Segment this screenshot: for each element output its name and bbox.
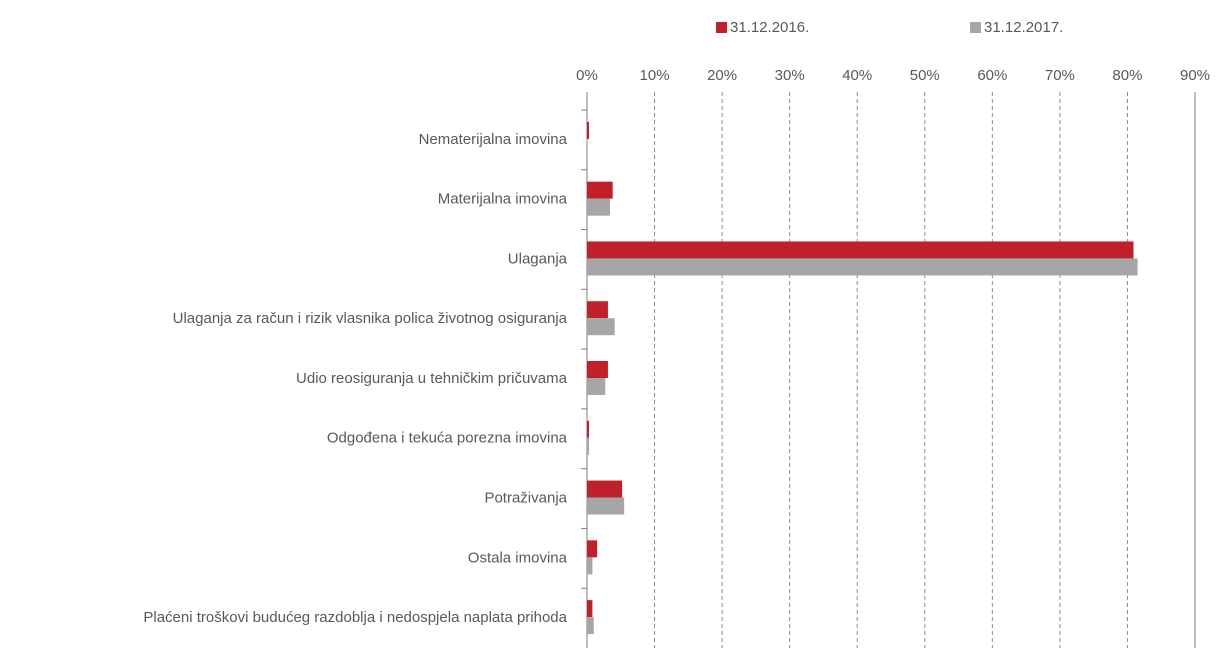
bar xyxy=(587,378,606,395)
bar xyxy=(587,540,598,558)
x-tick-label: 30% xyxy=(775,67,805,84)
bar xyxy=(587,480,623,498)
bar xyxy=(587,497,625,515)
bar xyxy=(587,181,613,199)
bar xyxy=(587,241,1134,259)
y-tick-label: Odgođena i tekuća porezna imovina xyxy=(327,430,568,447)
bar xyxy=(587,557,593,575)
bar xyxy=(587,121,590,139)
bar xyxy=(587,258,1138,276)
bar xyxy=(587,138,588,156)
y-tick-label: Ulaganja xyxy=(508,250,568,267)
y-tick-label: Potraživanja xyxy=(484,490,567,507)
legend-label: 31.12.2016. xyxy=(730,19,809,36)
legend-swatch xyxy=(716,22,727,33)
y-tick-label: Plaćeni troškovi budućeg razdoblja i ned… xyxy=(143,609,567,626)
bar xyxy=(587,361,608,378)
legend-swatch xyxy=(970,22,981,33)
bar xyxy=(587,600,593,618)
bar xyxy=(587,198,610,216)
y-tick-label: Ostala imovina xyxy=(468,549,568,566)
x-tick-label: 40% xyxy=(842,67,872,84)
x-tick-label: 80% xyxy=(1112,67,1142,84)
legend-label: 31.12.2017. xyxy=(984,19,1063,36)
bar xyxy=(587,301,608,319)
y-tick-label: Udio reosiguranja u tehničkim pričuvama xyxy=(296,370,568,387)
x-tick-label: 50% xyxy=(910,67,940,84)
x-tick-label: 90% xyxy=(1180,67,1210,84)
x-tick-label: 0% xyxy=(576,67,598,84)
y-tick-label: Nematerijalna imovina xyxy=(419,131,568,148)
bar xyxy=(587,617,594,635)
bar xyxy=(587,437,590,455)
x-tick-label: 70% xyxy=(1045,67,1075,84)
x-tick-label: 20% xyxy=(707,67,737,84)
x-tick-label: 10% xyxy=(640,67,670,84)
y-tick-label: Ulaganja za račun i rizik vlasnika polic… xyxy=(173,310,568,327)
bar xyxy=(587,420,590,438)
x-tick-label: 60% xyxy=(977,67,1007,84)
y-tick-label: Materijalna imovina xyxy=(438,191,568,208)
bar xyxy=(587,318,615,336)
